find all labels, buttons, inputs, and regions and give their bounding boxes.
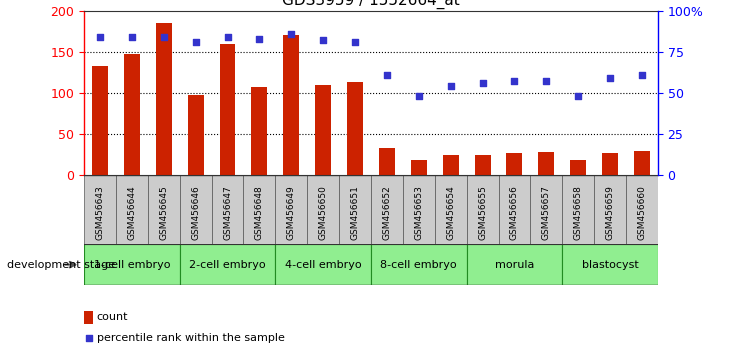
Text: GSM456658: GSM456658 <box>574 185 583 240</box>
Point <box>254 36 265 41</box>
Bar <box>276 175 307 244</box>
Text: GSM456653: GSM456653 <box>414 185 423 240</box>
Point <box>445 84 457 89</box>
Bar <box>602 153 618 175</box>
Point <box>381 72 393 78</box>
Bar <box>634 150 650 175</box>
Bar <box>466 175 499 244</box>
Point <box>509 79 520 84</box>
Text: GSM456656: GSM456656 <box>510 185 519 240</box>
Bar <box>371 175 403 244</box>
Bar <box>148 175 180 244</box>
Point <box>477 80 488 86</box>
Bar <box>188 95 204 175</box>
Bar <box>84 244 180 285</box>
Text: GSM456648: GSM456648 <box>255 185 264 240</box>
Point <box>83 335 94 341</box>
Point <box>126 34 137 40</box>
Text: 1-cell embryo: 1-cell embryo <box>94 259 170 270</box>
Bar <box>347 82 363 175</box>
Text: 4-cell embryo: 4-cell embryo <box>285 259 361 270</box>
Bar <box>379 148 395 175</box>
Text: GSM456660: GSM456660 <box>637 185 646 240</box>
Bar <box>570 160 586 175</box>
Text: percentile rank within the sample: percentile rank within the sample <box>96 332 285 343</box>
Bar <box>531 175 562 244</box>
Bar <box>315 85 331 175</box>
Point <box>349 39 361 45</box>
Text: GSM456654: GSM456654 <box>446 185 455 240</box>
Point <box>572 93 584 99</box>
Point <box>413 93 425 99</box>
Bar <box>626 175 658 244</box>
Bar <box>84 311 94 324</box>
Text: GSM456652: GSM456652 <box>382 185 391 240</box>
Bar <box>219 44 235 175</box>
Bar <box>284 35 299 175</box>
Text: GSM456650: GSM456650 <box>319 185 327 240</box>
Bar <box>339 175 371 244</box>
Bar <box>92 66 108 175</box>
Point <box>317 38 329 43</box>
Bar <box>116 175 148 244</box>
Title: GDS3959 / 1552664_at: GDS3959 / 1552664_at <box>282 0 460 9</box>
Point <box>605 75 616 81</box>
Text: 8-cell embryo: 8-cell embryo <box>381 259 457 270</box>
Point <box>190 39 202 45</box>
Bar <box>156 23 172 175</box>
Text: blastocyst: blastocyst <box>582 259 638 270</box>
Text: GSM456657: GSM456657 <box>542 185 551 240</box>
Bar <box>243 175 276 244</box>
Bar <box>403 175 435 244</box>
Text: GSM456643: GSM456643 <box>96 185 105 240</box>
Bar <box>507 153 523 175</box>
Point <box>540 79 552 84</box>
Bar <box>474 155 491 175</box>
Bar <box>538 152 554 175</box>
Bar <box>211 175 243 244</box>
Text: GSM456647: GSM456647 <box>223 185 232 240</box>
Point <box>94 34 106 40</box>
Point <box>636 72 648 78</box>
Bar <box>180 175 211 244</box>
Text: count: count <box>96 312 129 322</box>
Bar <box>443 155 458 175</box>
Bar <box>84 175 116 244</box>
Text: GSM456644: GSM456644 <box>127 185 137 240</box>
Point <box>221 34 233 40</box>
Bar <box>251 87 268 175</box>
Bar <box>371 244 466 285</box>
Bar <box>466 244 562 285</box>
Text: GSM456646: GSM456646 <box>191 185 200 240</box>
Bar <box>562 175 594 244</box>
Text: GSM456651: GSM456651 <box>351 185 360 240</box>
Bar <box>276 244 371 285</box>
Bar <box>562 244 658 285</box>
Bar <box>124 54 140 175</box>
Text: GSM456659: GSM456659 <box>605 185 615 240</box>
Bar <box>435 175 466 244</box>
Bar <box>307 175 339 244</box>
Bar <box>594 175 626 244</box>
Text: GSM456655: GSM456655 <box>478 185 487 240</box>
Text: GSM456649: GSM456649 <box>287 185 296 240</box>
Point <box>285 31 297 36</box>
Text: development stage: development stage <box>7 259 115 270</box>
Text: GSM456645: GSM456645 <box>159 185 168 240</box>
Bar <box>499 175 531 244</box>
Point <box>158 34 170 40</box>
Text: 2-cell embryo: 2-cell embryo <box>189 259 266 270</box>
Text: morula: morula <box>495 259 534 270</box>
Bar <box>411 160 427 175</box>
Bar <box>180 244 276 285</box>
